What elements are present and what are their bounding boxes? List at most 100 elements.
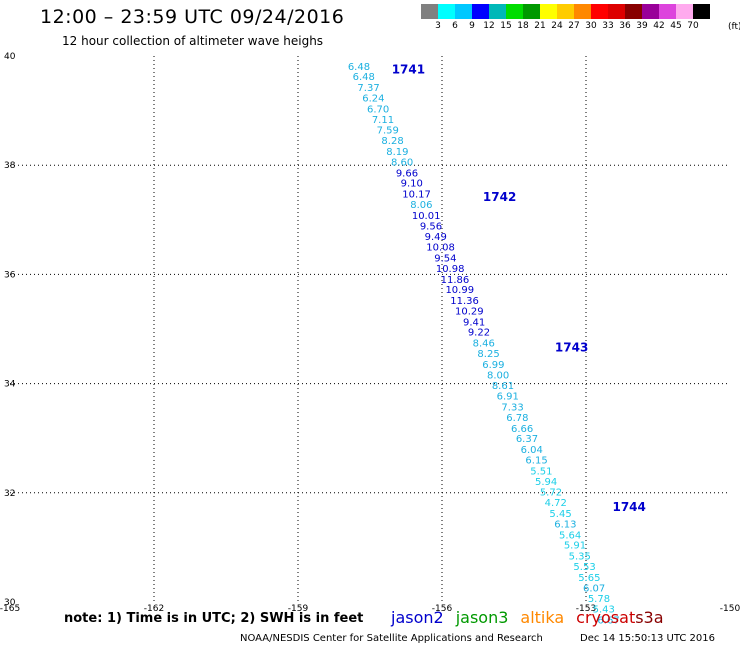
footer-credit: NOAA/NESDIS Center for Satellite Applica… [240, 633, 543, 644]
legend-item-altika: altika [520, 608, 565, 627]
wave-height-label: 11.86 [441, 275, 470, 286]
color-scale-label: 33 [602, 21, 614, 31]
pass-number-label: 1744 [612, 500, 645, 514]
legend-item-jason2: jason2 [391, 608, 444, 627]
wave-height-label: 9.22 [468, 328, 490, 339]
color-swatch [625, 4, 642, 19]
y-tick-label: 34 [4, 380, 16, 390]
color-scale-label: 30 [585, 21, 597, 31]
legend-item-jason3: jason3 [455, 608, 509, 627]
y-tick-label: 40 [4, 52, 16, 62]
wave-height-label: 10.99 [445, 285, 474, 296]
map-title: 12:00 – 23:59 UTC 09/24/2016 [40, 6, 345, 28]
color-scale-label: 6 [452, 21, 458, 31]
y-tick-label: 30 [4, 598, 16, 608]
wave-height-label: 8.00 [487, 370, 509, 381]
note-text: note: 1) Time is in UTC; 2) SWH is in fe… [64, 611, 364, 626]
color-scale-label: 24 [551, 21, 563, 31]
pass-number-label: 1741 [392, 63, 425, 77]
color-swatch [591, 4, 608, 19]
color-swatch [659, 4, 676, 19]
x-tick-label: -156 [432, 604, 453, 614]
color-swatch [642, 4, 659, 19]
color-scale-label: 12 [483, 21, 495, 31]
satellite-legend: jason2 jason3 altika cryosats3a [391, 608, 664, 627]
wave-height-label: 6.67 [597, 615, 619, 626]
wave-height-label: 5.91 [564, 541, 586, 552]
color-scale-label: 15 [500, 21, 512, 31]
color-swatch [438, 4, 455, 19]
wave-height-label: 10.29 [455, 306, 484, 317]
color-scale-label: 42 [653, 21, 665, 31]
y-tick-label: 38 [4, 161, 16, 171]
wave-height-label: 6.04 [521, 445, 543, 456]
wave-height-label: 7.59 [377, 126, 399, 137]
color-scale-labels: 3 6 9 12 15 18 21 24 27 30 33 36 39 42 45 70 [421, 19, 710, 33]
color-scale-label: 27 [568, 21, 580, 31]
color-scale-swatches [421, 4, 710, 19]
wave-height-label: 8.46 [473, 339, 495, 350]
color-scale-unit: (ft) [728, 22, 740, 32]
wave-height-label: 9.10 [401, 179, 423, 190]
wave-height-label: 5.78 [588, 594, 610, 605]
wave-height-label: 5.51 [530, 466, 552, 477]
color-swatch [506, 4, 523, 19]
wave-height-label: 10.01 [412, 211, 441, 222]
color-scale-label: 39 [636, 21, 648, 31]
color-scale-label: 21 [534, 21, 546, 31]
footer-timestamp: Dec 14 15:50:13 UTC 2016 [580, 633, 715, 644]
pass-number-label: 1742 [483, 190, 516, 204]
wave-height-label: 5.94 [535, 477, 557, 488]
wave-height-label: 6.07 [583, 583, 605, 594]
wave-height-label: 5.45 [549, 509, 571, 520]
wave-height-label: 4.72 [545, 498, 567, 509]
legend-item-s3a: s3a [635, 608, 664, 627]
wave-height-label: 5.35 [569, 552, 591, 563]
wave-height-label: 6.24 [362, 93, 384, 104]
wave-height-label: 5.53 [573, 562, 595, 573]
wave-height-label: 9.41 [463, 317, 485, 328]
wave-height-label: 6.37 [516, 434, 538, 445]
color-swatch [693, 4, 710, 19]
pass-number-label: 1743 [555, 341, 588, 355]
wave-height-label: 5.72 [540, 488, 562, 499]
wave-height-label: 5.43 [593, 605, 615, 616]
color-scale-label: 3 [435, 21, 441, 31]
x-tick-label: -150 [720, 604, 740, 614]
wave-height-label: 9.66 [396, 168, 418, 179]
x-tick-label: -165 [0, 604, 20, 614]
x-tick-label: -162 [144, 604, 164, 614]
wave-height-label: 6.70 [367, 104, 389, 115]
x-tick-label: -153 [576, 604, 596, 614]
wave-height-label: 6.13 [554, 519, 576, 530]
color-swatch [557, 4, 574, 19]
color-swatch [523, 4, 540, 19]
y-tick-label: 36 [4, 270, 16, 280]
wave-height-label: 9.49 [425, 232, 447, 243]
color-swatch [540, 4, 557, 19]
color-swatch [455, 4, 472, 19]
wave-height-label: 6.15 [525, 455, 547, 466]
wave-height-label: 9.56 [420, 221, 442, 232]
x-tick-label: -159 [288, 604, 309, 614]
color-scale: 3 6 9 12 15 18 21 24 27 30 33 36 39 42 45 70 [421, 4, 710, 33]
wave-height-label: 6.48 [348, 62, 370, 73]
wave-height-label: 9.54 [434, 253, 456, 264]
wave-height-label: 6.91 [497, 392, 519, 403]
color-swatch [574, 4, 591, 19]
wave-height-label: 10.98 [436, 264, 465, 275]
wave-height-label: 6.66 [511, 424, 533, 435]
color-swatch [676, 4, 693, 19]
wave-height-label: 11.36 [450, 296, 479, 307]
color-swatch [608, 4, 625, 19]
y-tick-label: 32 [4, 489, 15, 499]
wave-height-label: 8.06 [410, 200, 432, 211]
color-scale-label: 36 [619, 21, 631, 31]
wave-height-label: 6.99 [482, 360, 504, 371]
legend-item-cryosat: cryosat [576, 608, 636, 627]
color-scale-label: 45 [670, 21, 682, 31]
wave-height-label: 10.08 [426, 243, 455, 254]
color-swatch [421, 4, 438, 19]
wave-height-label: 7.33 [501, 403, 523, 414]
